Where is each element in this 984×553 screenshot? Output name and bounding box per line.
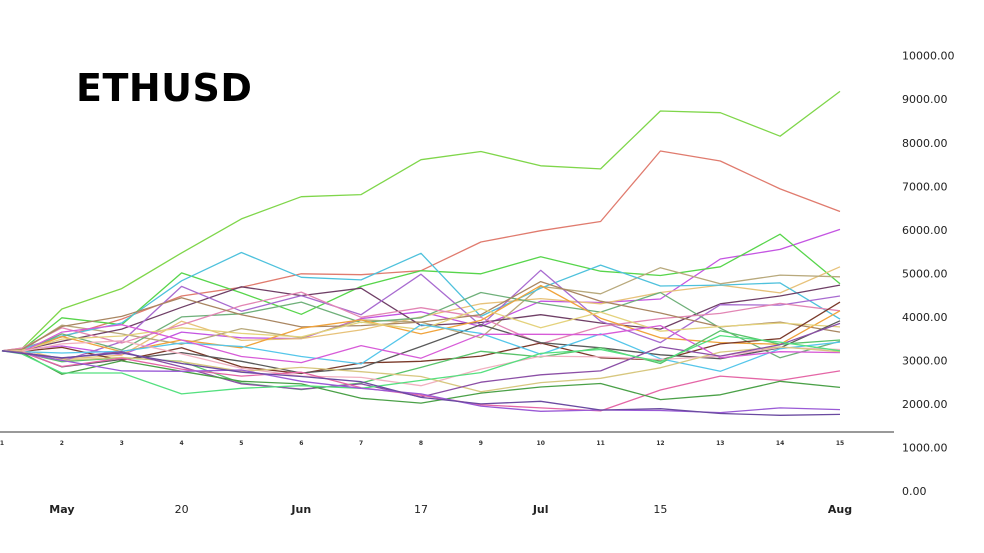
series-line-19 xyxy=(1,330,841,391)
series-line-14 xyxy=(1,307,841,352)
x-date-label: 17 xyxy=(414,503,428,516)
y-tick-label: 8000.00 xyxy=(902,137,948,150)
series-line-21 xyxy=(1,346,841,393)
x-date-label: May xyxy=(49,503,74,516)
series-line-25 xyxy=(1,334,841,395)
x-step-tick: 8 xyxy=(419,440,423,447)
y-tick-label: 0.00 xyxy=(902,485,927,498)
x-date-label: 20 xyxy=(175,503,189,516)
x-step-tick: 13 xyxy=(716,440,724,447)
x-step-tick: 5 xyxy=(239,440,243,447)
y-tick-label: 10000.00 xyxy=(902,50,955,63)
series-line-3 xyxy=(1,228,841,356)
chart-title: ETHUSD xyxy=(76,66,253,110)
x-date-label: Jun xyxy=(290,503,311,516)
x-step-tick: 9 xyxy=(479,440,483,447)
x-step-tick: 12 xyxy=(656,440,664,447)
series-line-12 xyxy=(1,280,841,352)
y-tick-label: 2000.00 xyxy=(902,398,948,411)
series-line-16 xyxy=(1,320,841,374)
series-lines xyxy=(1,90,841,416)
x-date-label: Aug xyxy=(828,503,852,516)
y-tick-label: 4000.00 xyxy=(902,311,948,324)
y-tick-label: 7000.00 xyxy=(902,180,948,193)
x-axis-date-labels: May 20 Jun 17 Jul 15 Aug xyxy=(49,503,852,516)
x-step-tick: 14 xyxy=(776,440,784,447)
series-line-7 xyxy=(1,251,841,352)
x-axis-step-ticks: 1 2 3 4 5 6 7 8 9 10 11 12 13 14 15 xyxy=(0,440,844,447)
series-line-27 xyxy=(1,350,841,416)
x-step-tick: 2 xyxy=(60,440,64,447)
x-date-label: Jul xyxy=(532,503,549,516)
x-date-label: 15 xyxy=(653,503,667,516)
y-tick-label: 1000.00 xyxy=(902,442,948,455)
x-step-tick: 10 xyxy=(537,440,545,447)
x-step-tick: 1 xyxy=(0,440,4,447)
x-step-tick: 15 xyxy=(836,440,844,447)
x-step-tick: 4 xyxy=(180,440,184,447)
series-line-13 xyxy=(1,284,841,353)
series-line-20 xyxy=(1,340,841,387)
series-line-11 xyxy=(1,291,841,352)
series-line-18 xyxy=(1,324,841,364)
y-tick-label: 6000.00 xyxy=(902,224,948,237)
series-line-2 xyxy=(1,150,841,352)
y-tick-label: 9000.00 xyxy=(902,93,948,106)
series-line-17 xyxy=(1,324,841,372)
x-step-tick: 6 xyxy=(299,440,303,447)
series-line-24 xyxy=(1,350,841,404)
x-step-tick: 3 xyxy=(120,440,124,447)
y-tick-label: 5000.00 xyxy=(902,267,948,280)
x-step-tick: 11 xyxy=(596,440,604,447)
x-step-tick: 7 xyxy=(359,440,363,447)
y-tick-label: 3000.00 xyxy=(902,354,948,367)
y-axis-ticks: 10000.00 9000.00 8000.00 7000.00 6000.00 5000… xyxy=(902,50,955,498)
series-line-1 xyxy=(1,90,841,352)
series-line-9 xyxy=(1,269,841,362)
